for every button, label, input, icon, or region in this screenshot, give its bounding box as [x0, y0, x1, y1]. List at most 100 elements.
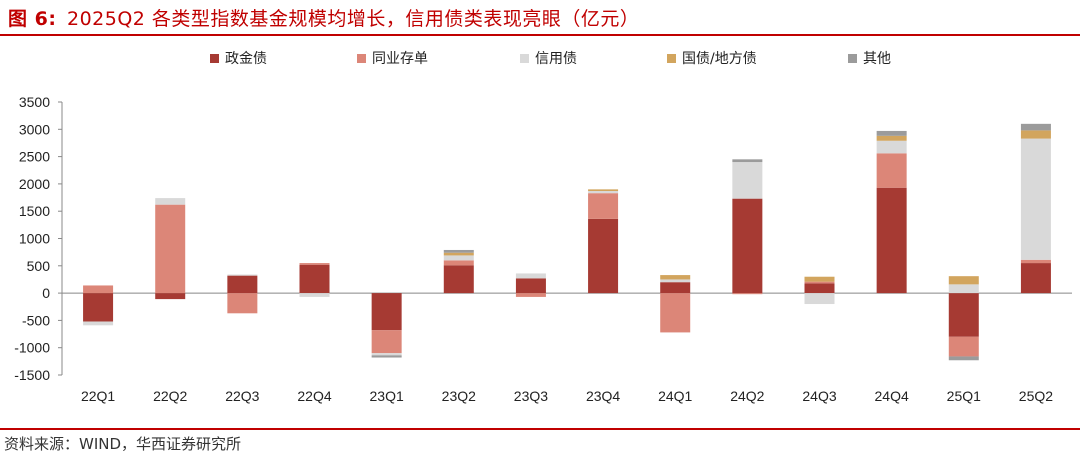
- x-tick-label: 24Q2: [730, 388, 764, 404]
- bar-23Q4-series-3: [588, 190, 619, 194]
- bar-22Q1-series-1: [83, 293, 114, 322]
- y-tick-label: 0: [42, 285, 50, 301]
- bar-25Q2-series-3: [1020, 138, 1051, 260]
- bar-22Q3-series-1: [227, 275, 258, 294]
- bar-22Q1-series-3: [83, 321, 114, 326]
- bar-23Q2-series-2: [443, 260, 474, 266]
- bar-25Q2-series-4: [1020, 130, 1051, 139]
- y-tick-label: 500: [27, 258, 51, 274]
- x-tick-label: 24Q4: [875, 388, 909, 404]
- y-tick-label: 2500: [19, 149, 50, 165]
- x-tick-label: 24Q3: [802, 388, 836, 404]
- bar-22Q4-series-3: [299, 293, 330, 297]
- bar-24Q2-series-5: [732, 159, 763, 163]
- y-tick-label: 3000: [19, 121, 50, 137]
- bar-22Q4-series-1: [299, 264, 330, 294]
- x-tick-label: 22Q2: [153, 388, 187, 404]
- bar-24Q4-series-4: [876, 135, 907, 141]
- chart-title: 图 6: 2025Q2 各类型指数基金规模均增长，信用债类表现亮眼（亿元）: [8, 4, 639, 31]
- legend-swatch-2: [357, 54, 366, 63]
- bar-23Q3-series-2: [515, 293, 546, 297]
- x-tick-label: 23Q1: [370, 388, 404, 404]
- bar-23Q4-series-1: [588, 218, 619, 294]
- bar-22Q1-series-2: [83, 285, 114, 294]
- x-tick-label: 23Q4: [586, 388, 620, 404]
- y-tick-label: 2000: [19, 176, 50, 192]
- bar-22Q3-series-3: [227, 274, 258, 276]
- bar-24Q2-series-1: [732, 198, 763, 294]
- x-tick-label: 22Q3: [225, 388, 259, 404]
- y-tick-label: 3500: [19, 94, 50, 110]
- y-tick-label: -1500: [14, 367, 50, 383]
- bar-23Q2-series-3: [443, 255, 474, 261]
- bar-23Q1-series-2: [371, 330, 402, 354]
- bar-23Q3-series-1: [515, 278, 546, 294]
- bar-24Q3-series-3: [804, 293, 835, 305]
- bar-23Q4-series-4: [588, 189, 619, 191]
- x-tick-label: 23Q3: [514, 388, 548, 404]
- y-tick-label: 1000: [19, 231, 50, 247]
- bar-24Q1-series-2: [660, 293, 691, 333]
- legend-label-3: 信用债: [535, 51, 577, 67]
- bar-23Q1-series-5: [371, 355, 402, 358]
- bar-24Q4-series-5: [876, 130, 907, 136]
- bar-24Q1-series-4: [660, 275, 691, 280]
- legend-swatch-1: [210, 54, 219, 63]
- x-tick-label: 25Q2: [1019, 388, 1053, 404]
- figure-title-text: 2025Q2 各类型指数基金规模均增长，信用债类表现亮眼（亿元）: [66, 8, 640, 30]
- x-tick-label: 25Q1: [947, 388, 981, 404]
- legend-label-1: 政金债: [225, 51, 267, 67]
- bar-25Q2-series-1: [1020, 263, 1051, 294]
- bar-24Q4-series-2: [876, 153, 907, 188]
- x-tick-label: 24Q1: [658, 388, 692, 404]
- top-divider: [0, 34, 1080, 36]
- legend-swatch-4: [667, 54, 676, 63]
- bottom-divider: [0, 428, 1080, 430]
- bar-24Q1-series-1: [660, 282, 691, 294]
- bar-22Q2-series-3: [155, 198, 186, 205]
- bar-25Q1-series-5: [948, 356, 979, 361]
- source-note: 资料来源：WIND，华西证券研究所: [4, 435, 242, 453]
- legend: 政金债 同业存单 信用债 国债/地方债 其他: [210, 51, 891, 67]
- bar-25Q2-series-2: [1020, 259, 1051, 264]
- bar-22Q2-series-2: [155, 204, 186, 294]
- y-tick-label: -1000: [14, 340, 50, 356]
- bar-24Q3-series-2: [804, 281, 835, 284]
- bar-25Q1-series-2: [948, 336, 979, 357]
- bar-25Q1-series-3: [948, 284, 979, 294]
- x-tick-label: 22Q4: [297, 388, 331, 404]
- bar-25Q1-series-1: [948, 293, 979, 337]
- x-tick-label: 23Q2: [442, 388, 476, 404]
- bar-22Q2-series-1: [155, 293, 186, 300]
- bar-24Q2-series-3: [732, 162, 763, 199]
- bar-23Q1-series-1: [371, 293, 402, 331]
- bar-23Q3-series-3: [515, 273, 546, 279]
- bar-24Q3-series-4: [804, 276, 835, 282]
- bar-24Q1-series-3: [660, 279, 691, 283]
- bar-24Q4-series-1: [876, 187, 907, 294]
- bar-23Q2-series-4: [443, 252, 474, 256]
- stacked-bar-chart: 政金债 同业存单 信用债 国债/地方债 其他 -1500 -1000 -500 0 500 100…: [14, 51, 1072, 404]
- bar-23Q2-series-5: [443, 249, 474, 253]
- bar-25Q1-series-4: [948, 276, 979, 285]
- bar-23Q1-series-3: [371, 353, 402, 356]
- y-tick-label: -500: [22, 312, 50, 328]
- legend-label-4: 国债/地方债: [682, 51, 757, 67]
- bar-24Q4-series-3: [876, 140, 907, 154]
- legend-label-5: 其他: [863, 51, 891, 67]
- legend-swatch-5: [848, 54, 857, 63]
- figure-label: 图 6:: [8, 8, 57, 30]
- bar-24Q2-series-2: [732, 293, 763, 295]
- axes: -1500 -1000 -500 0 500 1000 1500 2000 2500 3000 35…: [14, 94, 1072, 404]
- bar-23Q4-series-2: [588, 193, 619, 219]
- bar-25Q2-series-5: [1020, 123, 1051, 131]
- bar-24Q3-series-1: [804, 283, 835, 294]
- y-tick-label: 1500: [19, 203, 50, 219]
- bar-22Q3-series-2: [227, 293, 258, 314]
- bar-23Q2-series-1: [443, 265, 474, 294]
- bar-22Q4-series-2: [299, 263, 330, 265]
- bars: [83, 123, 1051, 361]
- legend-label-2: 同业存单: [372, 51, 428, 67]
- legend-swatch-3: [520, 54, 529, 63]
- x-tick-label: 22Q1: [81, 388, 115, 404]
